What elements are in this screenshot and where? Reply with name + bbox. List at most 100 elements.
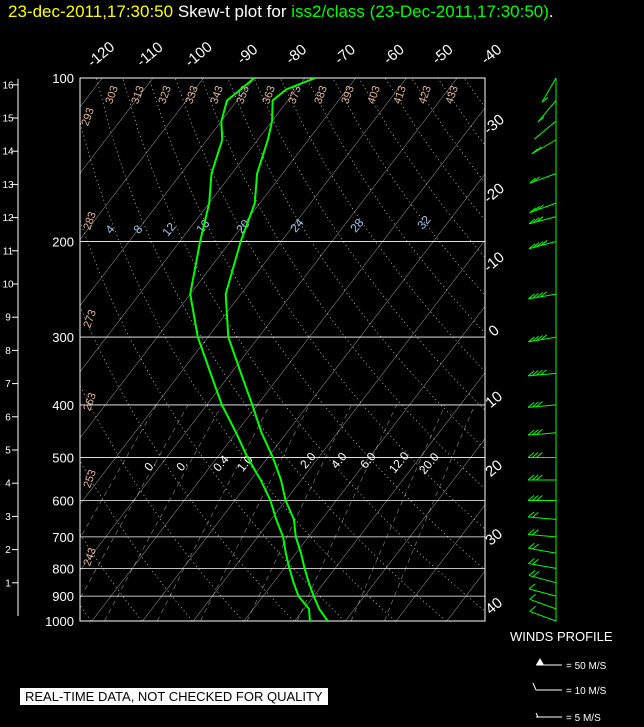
wind-barb-feather bbox=[532, 543, 539, 550]
dry-adiabat-label: 423 bbox=[416, 84, 434, 105]
mixing-ratio-label: 24 bbox=[287, 216, 307, 235]
mixing-ratio-line bbox=[104, 404, 223, 621]
height-tick-label: 6 bbox=[5, 412, 11, 423]
temperature-top-label: -60 bbox=[380, 41, 408, 68]
wind-barb-feather bbox=[531, 401, 539, 408]
wind-barb-feather bbox=[531, 529, 539, 536]
wind-barb-feather bbox=[536, 241, 544, 247]
wind-legend-label: = 10 M/S bbox=[566, 686, 607, 697]
pressure-tick-label: 300 bbox=[52, 330, 74, 345]
wind-legend-label: = 50 M/S bbox=[566, 661, 607, 672]
pressure-tick-label: 600 bbox=[52, 494, 74, 509]
dry-adiabat-label: 303 bbox=[103, 84, 121, 105]
dry-adiabat-label: 413 bbox=[391, 84, 409, 105]
mixing-ratio-line bbox=[297, 404, 397, 621]
wind-barb-feather bbox=[536, 216, 544, 223]
wind-barb-feather bbox=[531, 474, 539, 481]
wind-barb-feather bbox=[532, 558, 539, 565]
pressure-tick-label: 1000 bbox=[45, 614, 74, 629]
wind-barb-feather bbox=[536, 495, 543, 501]
mixing-ratio-label: 0. bbox=[173, 457, 190, 474]
isotherm-line bbox=[498, 78, 644, 621]
temperature-right-label: -10 bbox=[480, 249, 508, 276]
wind-barb-feather bbox=[527, 401, 535, 408]
height-tick-label: 11 bbox=[3, 246, 14, 257]
plot-border bbox=[79, 77, 486, 622]
mixing-ratio-line bbox=[384, 404, 476, 621]
winds-profile bbox=[527, 77, 557, 622]
wind-legend-label: = 5 M/S bbox=[566, 713, 601, 724]
title-datetime: 23-dec-2011,17:30:50 bbox=[8, 2, 174, 21]
wind-barb-feather bbox=[527, 429, 535, 436]
dry-adiabat-label: 333 bbox=[183, 84, 201, 105]
wind-barb-feather bbox=[532, 571, 540, 577]
temperature-top-label: -70 bbox=[331, 41, 359, 68]
isotherm-line bbox=[446, 570, 485, 621]
temperature-right-label: 10 bbox=[482, 388, 506, 412]
sounding-traces bbox=[189, 78, 329, 621]
title-plot-label: Skew-t plot for bbox=[177, 2, 287, 21]
wind-barb-feather bbox=[532, 242, 540, 249]
wind-barb-feather bbox=[529, 593, 537, 600]
dry-adiabat-label: 263 bbox=[81, 391, 99, 412]
height-tick-label: 10 bbox=[2, 280, 14, 291]
isotherm-line bbox=[395, 504, 485, 621]
wind-barb-feather bbox=[527, 370, 535, 377]
wind-barb-feather bbox=[537, 116, 545, 123]
temperature-right-label: 0 bbox=[485, 322, 502, 340]
mixing-ratio-label: 12.0 bbox=[386, 449, 412, 476]
dry-adiabat-line bbox=[411, 78, 485, 183]
wind-barb bbox=[541, 77, 557, 103]
winds-profile-title: WINDS PROFILE bbox=[510, 629, 613, 644]
isotherm-line bbox=[142, 173, 485, 621]
temperature-top-label: -120 bbox=[84, 38, 118, 70]
wind-barb bbox=[528, 588, 557, 597]
dry-adiabat-line bbox=[490, 78, 644, 621]
wind-barb-feather bbox=[528, 558, 535, 564]
chart-title: 23-dec-2011,17:30:50 Skew-t plot for iss… bbox=[8, 2, 554, 22]
pressure-tick-label: 800 bbox=[52, 561, 74, 576]
pressure-tick-label: 700 bbox=[52, 530, 74, 545]
height-tick-label: 12 bbox=[2, 213, 14, 224]
temperature-trace bbox=[224, 78, 329, 621]
winds-legend: = 50 M/S = 10 M/S = 5 M/S bbox=[532, 658, 607, 724]
height-tick-label: 7 bbox=[5, 379, 11, 390]
wind-barb-feather bbox=[527, 511, 535, 518]
height-tick-label: 16 bbox=[2, 80, 14, 91]
wind-barb-feather bbox=[527, 495, 535, 501]
dry-adiabat-label: 323 bbox=[156, 84, 174, 105]
wind-barb-feather bbox=[528, 542, 535, 549]
dry-adiabat-line bbox=[96, 78, 447, 621]
title-period: . bbox=[548, 2, 554, 21]
dry-adiabat-line bbox=[80, 219, 345, 621]
temperature-right-label: -30 bbox=[480, 111, 508, 138]
isotherm-line bbox=[80, 78, 255, 307]
wind-barb-feather bbox=[537, 204, 544, 211]
mixing-ratio-line bbox=[156, 404, 271, 621]
pressure-tick-label: 200 bbox=[52, 234, 74, 249]
mixing-ratio-label: 20.0 bbox=[416, 450, 442, 477]
dry-adiabat-line bbox=[80, 385, 244, 621]
isotherm-line bbox=[80, 78, 204, 240]
wind-legend-half-feather bbox=[535, 712, 539, 718]
wind-barb-feather bbox=[531, 495, 539, 501]
wind-barb-feather bbox=[536, 474, 543, 481]
height-tick-label: 15 bbox=[2, 114, 14, 125]
wind-barb bbox=[528, 336, 557, 343]
mixing-ratio-label: 0.4 bbox=[210, 452, 232, 474]
isotherm-line bbox=[80, 78, 154, 174]
wind-barb-feather bbox=[536, 335, 544, 341]
temperature-right-label: -20 bbox=[480, 180, 508, 207]
height-tick-label: 3 bbox=[5, 512, 11, 523]
isotherm-line bbox=[80, 78, 407, 505]
temperature-top-label: -40 bbox=[478, 41, 506, 68]
dry-adiabat-label: 343 bbox=[208, 84, 226, 105]
wind-barb-feather bbox=[534, 133, 541, 140]
mixing-ratio-label: 8 bbox=[130, 222, 145, 236]
wind-barb-feather bbox=[535, 146, 542, 153]
dry-adiabat-label: 403 bbox=[365, 84, 383, 105]
wind-legend-feather bbox=[532, 682, 537, 691]
